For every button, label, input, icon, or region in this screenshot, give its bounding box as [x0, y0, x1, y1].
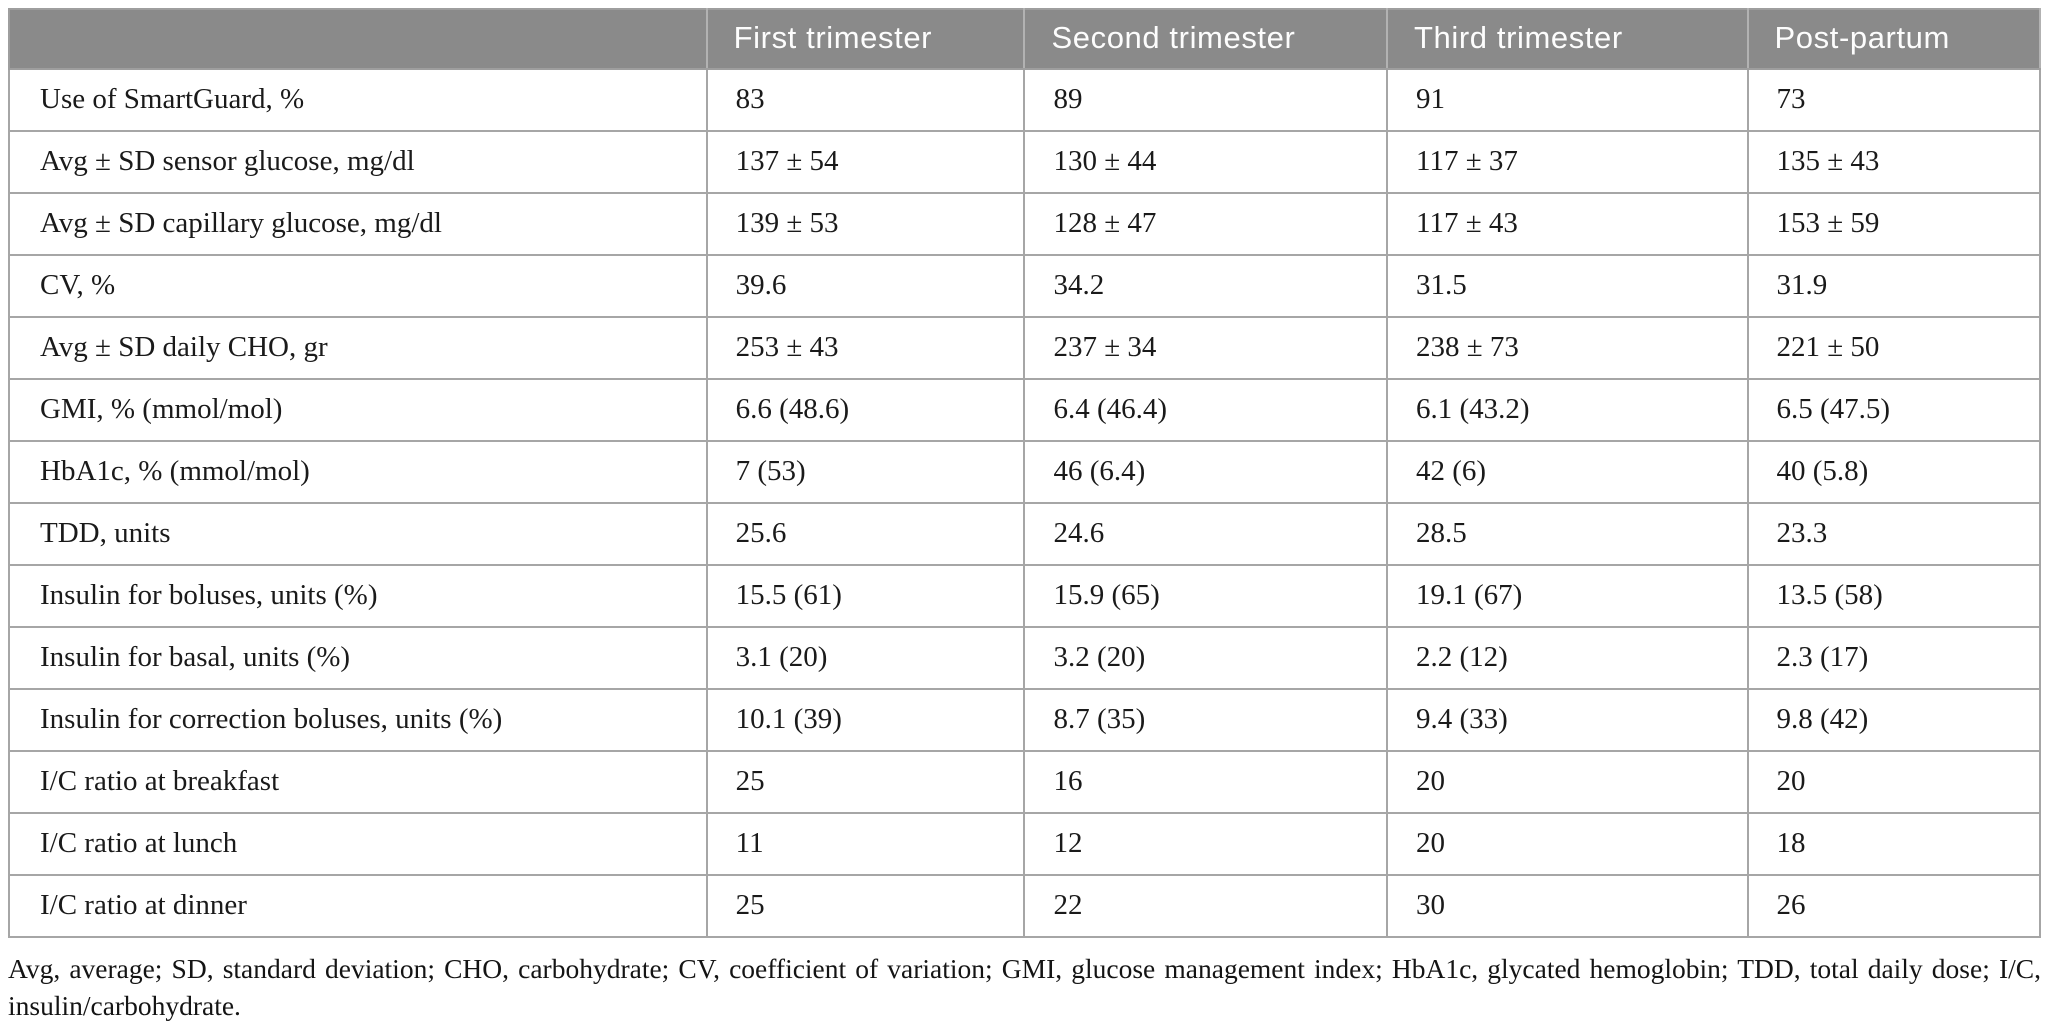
table-row: I/C ratio at dinner 25 22 30 26: [8, 874, 2042, 938]
value-cell: 13.5 (58): [1746, 564, 2042, 628]
row-label: Avg ± SD sensor glucose, mg/dl: [8, 130, 708, 194]
row-label: HbA1c, % (mmol/mol): [8, 440, 708, 504]
value-cell: 25.6: [705, 502, 1026, 566]
row-label: Insulin for basal, units (%): [8, 626, 708, 690]
table-row: Avg ± SD capillary glucose, mg/dl 139 ± 5…: [8, 192, 2042, 256]
value-cell: 2.3 (17): [1746, 626, 2042, 690]
value-cell: 9.8 (42): [1746, 688, 2042, 752]
table-row: Use of SmartGuard, % 83 89 91 73: [8, 68, 2042, 132]
value-cell: 153 ± 59: [1746, 192, 2042, 256]
value-cell: 253 ± 43: [705, 316, 1026, 380]
row-label: Avg ± SD daily CHO, gr: [8, 316, 708, 380]
value-cell: 7 (53): [705, 440, 1026, 504]
value-cell: 15.9 (65): [1023, 564, 1389, 628]
table-row: Insulin for correction boluses, units (%…: [8, 688, 2042, 752]
value-cell: 8.7 (35): [1023, 688, 1389, 752]
value-cell: 19.1 (67): [1386, 564, 1749, 628]
table-row: HbA1c, % (mmol/mol) 7 (53) 46 (6.4) 42 (6) 4…: [8, 440, 2042, 504]
value-cell: 83: [705, 68, 1026, 132]
column-header-post-partum: Post-partum: [1746, 8, 2042, 70]
value-cell: 16: [1023, 750, 1389, 814]
value-cell: 137 ± 54: [705, 130, 1026, 194]
value-cell: 237 ± 34: [1023, 316, 1389, 380]
value-cell: 26: [1746, 874, 2042, 938]
value-cell: 42 (6): [1386, 440, 1749, 504]
value-cell: 22: [1023, 874, 1389, 938]
row-label: GMI, % (mmol/mol): [8, 378, 708, 442]
column-header-third-trimester: Third trimester: [1386, 8, 1749, 70]
value-cell: 3.1 (20): [705, 626, 1026, 690]
row-label: I/C ratio at breakfast: [8, 750, 708, 814]
value-cell: 238 ± 73: [1386, 316, 1749, 380]
value-cell: 20: [1386, 812, 1749, 876]
value-cell: 139 ± 53: [705, 192, 1026, 256]
row-label: TDD, units: [8, 502, 708, 566]
table-row: TDD, units 25.6 24.6 28.5 23.3: [8, 502, 2042, 566]
row-label: CV, %: [8, 254, 708, 318]
table-row: GMI, % (mmol/mol) 6.6 (48.6) 6.4 (46.4) 6.1…: [8, 378, 2042, 442]
value-cell: 11: [705, 812, 1026, 876]
table-row: Insulin for boluses, units (%) 15.5 (61) 1…: [8, 564, 2042, 628]
value-cell: 15.5 (61): [705, 564, 1026, 628]
value-cell: 34.2: [1023, 254, 1389, 318]
value-cell: 10.1 (39): [705, 688, 1026, 752]
table-row: I/C ratio at breakfast 25 16 20 20: [8, 750, 2042, 814]
value-cell: 24.6: [1023, 502, 1389, 566]
column-header-empty: [8, 8, 708, 70]
value-cell: 117 ± 37: [1386, 130, 1749, 194]
table-header-row: First trimester Second trimester Third tri…: [8, 8, 2042, 70]
value-cell: 18: [1746, 812, 2042, 876]
value-cell: 6.4 (46.4): [1023, 378, 1389, 442]
value-cell: 221 ± 50: [1746, 316, 2042, 380]
value-cell: 128 ± 47: [1023, 192, 1389, 256]
value-cell: 6.1 (43.2): [1386, 378, 1749, 442]
value-cell: 6.6 (48.6): [705, 378, 1026, 442]
row-label: I/C ratio at dinner: [8, 874, 708, 938]
value-cell: 40 (5.8): [1746, 440, 2042, 504]
clinical-parameters-table: First trimester Second trimester Third tri…: [8, 8, 2042, 938]
row-label: I/C ratio at lunch: [8, 812, 708, 876]
value-cell: 91: [1386, 68, 1749, 132]
value-cell: 31.9: [1746, 254, 2042, 318]
table-row: Insulin for basal, units (%) 3.1 (20) 3.2 …: [8, 626, 2042, 690]
value-cell: 23.3: [1746, 502, 2042, 566]
table-row: I/C ratio at lunch 11 12 20 18: [8, 812, 2042, 876]
value-cell: 89: [1023, 68, 1389, 132]
value-cell: 117 ± 43: [1386, 192, 1749, 256]
row-label: Insulin for boluses, units (%): [8, 564, 708, 628]
table-row: Avg ± SD sensor glucose, mg/dl 137 ± 54 13…: [8, 130, 2042, 194]
value-cell: 3.2 (20): [1023, 626, 1389, 690]
value-cell: 73: [1746, 68, 2042, 132]
row-label: Insulin for correction boluses, units (%…: [8, 688, 708, 752]
row-label: Use of SmartGuard, %: [8, 68, 708, 132]
table-row: CV, % 39.6 34.2 31.5 31.9: [8, 254, 2042, 318]
table-body: Use of SmartGuard, % 83 89 91 73 Avg ± SD sen…: [8, 68, 2042, 938]
value-cell: 25: [705, 750, 1026, 814]
value-cell: 28.5: [1386, 502, 1749, 566]
column-header-second-trimester: Second trimester: [1023, 8, 1389, 70]
value-cell: 30: [1386, 874, 1749, 938]
value-cell: 9.4 (33): [1386, 688, 1749, 752]
table-footnote: Avg, average; SD, standard deviation; CH…: [8, 953, 2041, 1021]
value-cell: 25: [705, 874, 1026, 938]
table-row: Avg ± SD daily CHO, gr 253 ± 43 237 ± 34 23…: [8, 316, 2042, 380]
value-cell: 12: [1023, 812, 1389, 876]
value-cell: 20: [1746, 750, 2042, 814]
value-cell: 130 ± 44: [1023, 130, 1389, 194]
row-label: Avg ± SD capillary glucose, mg/dl: [8, 192, 708, 256]
value-cell: 46 (6.4): [1023, 440, 1389, 504]
column-header-first-trimester: First trimester: [705, 8, 1026, 70]
value-cell: 31.5: [1386, 254, 1749, 318]
value-cell: 20: [1386, 750, 1749, 814]
value-cell: 135 ± 43: [1746, 130, 2042, 194]
value-cell: 2.2 (12): [1386, 626, 1749, 690]
table-header: First trimester Second trimester Third tri…: [8, 8, 2042, 70]
value-cell: 39.6: [705, 254, 1026, 318]
value-cell: 6.5 (47.5): [1746, 378, 2042, 442]
